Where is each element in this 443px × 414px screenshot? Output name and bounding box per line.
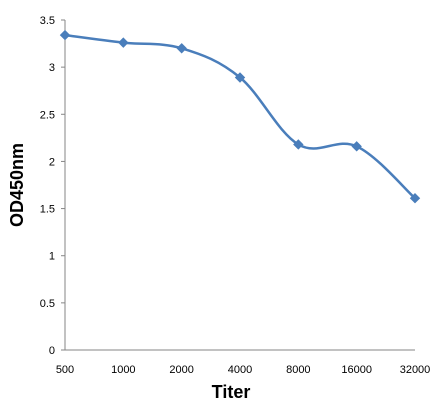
data-point-marker xyxy=(293,139,304,150)
y-tick-label: 2.5 xyxy=(40,109,55,121)
x-tick-label: 32000 xyxy=(400,364,431,376)
x-tick-label: 2000 xyxy=(169,364,193,376)
x-axis-title: Titer xyxy=(212,382,251,402)
y-tick-label: 1 xyxy=(49,251,55,263)
data-point-marker xyxy=(59,29,71,41)
plot-area: 0 0.5 1 1.5 2 2.5 3 3.5 500 1000 2000 4000 8000 1600… xyxy=(40,15,431,376)
y-tick-label: 3 xyxy=(49,62,55,74)
y-tick-label: 3.5 xyxy=(40,15,55,27)
x-ticks: 500 1000 2000 4000 8000 16000 32000 xyxy=(56,364,430,376)
y-tick-label: 1.5 xyxy=(40,204,55,216)
y-tick-label: 2 xyxy=(49,156,55,168)
x-tick-label: 8000 xyxy=(286,364,310,376)
x-tick-label: 4000 xyxy=(228,364,252,376)
data-point-marker xyxy=(409,192,421,204)
y-ticks: 0 0.5 1 1.5 2 2.5 3 3.5 xyxy=(40,15,65,357)
x-tick-label: 500 xyxy=(56,364,74,376)
series-line xyxy=(64,33,416,200)
data-point-marker xyxy=(234,72,246,83)
data-point-marker xyxy=(118,37,129,48)
x-tick-label: 1000 xyxy=(111,364,135,376)
data-point-marker xyxy=(176,43,187,54)
y-axis-title: OD450nm xyxy=(7,143,27,227)
y-tick-label: 0 xyxy=(49,345,55,357)
x-tick-label: 16000 xyxy=(341,364,372,376)
series-group xyxy=(59,29,421,204)
data-point-marker xyxy=(351,141,362,152)
y-tick-label: 0.5 xyxy=(40,298,55,310)
